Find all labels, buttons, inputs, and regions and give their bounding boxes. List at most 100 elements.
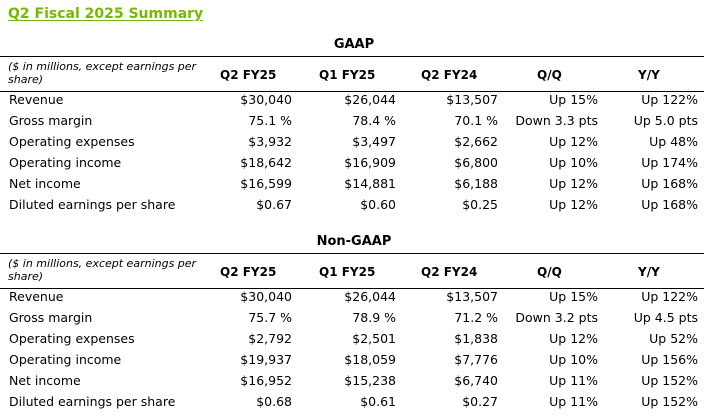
cell-value: $0.25 bbox=[462, 197, 498, 212]
column-header: Q1 FY25 bbox=[319, 68, 376, 82]
cell-value: $3,932 bbox=[248, 134, 292, 149]
cell-value: $14,881 bbox=[344, 176, 396, 191]
cell-value: Up 12% bbox=[549, 134, 598, 149]
column-header: Q1 FY25 bbox=[319, 265, 376, 279]
column-header: Q2 FY24 bbox=[421, 68, 478, 82]
row-label: Diluted earnings per share bbox=[9, 197, 176, 212]
cell-value: Up 12% bbox=[549, 197, 598, 212]
cell-value: $2,792 bbox=[248, 331, 292, 346]
cell-value: Up 122% bbox=[641, 289, 698, 304]
table-row: Operating expenses $2,792 $2,501 $1,838 … bbox=[0, 328, 704, 349]
cell-value: $2,501 bbox=[352, 331, 396, 346]
cell-value: Up 12% bbox=[549, 176, 598, 191]
column-header: Q2 FY25 bbox=[220, 265, 277, 279]
row-label: Revenue bbox=[9, 289, 64, 304]
cell-value: Up 12% bbox=[549, 331, 598, 346]
cell-value: $16,599 bbox=[240, 176, 292, 191]
cell-value: $26,044 bbox=[344, 92, 396, 107]
cell-value: $16,909 bbox=[344, 155, 396, 170]
table-row: Gross margin 75.7 % 78.9 % 71.2 % Down 3… bbox=[0, 307, 704, 328]
cell-value: $18,642 bbox=[240, 155, 292, 170]
cell-value: $16,952 bbox=[240, 373, 292, 388]
cell-value: 75.1 % bbox=[248, 113, 292, 128]
column-header: Y/Y bbox=[638, 68, 660, 82]
cell-value: $13,507 bbox=[446, 289, 498, 304]
cell-value: Up 174% bbox=[641, 155, 698, 170]
row-label: Revenue bbox=[9, 92, 64, 107]
units-note: ($ in millions, except earnings per shar… bbox=[8, 257, 197, 283]
cell-value: Up 48% bbox=[649, 134, 698, 149]
table-row: Net income $16,952 $15,238 $6,740 Up 11%… bbox=[0, 370, 704, 391]
cell-value: $7,776 bbox=[454, 352, 498, 367]
cell-value: $18,059 bbox=[344, 352, 396, 367]
cell-value: Up 122% bbox=[641, 92, 698, 107]
table-row: Net income $16,599 $14,881 $6,188 Up 12%… bbox=[0, 173, 704, 194]
row-label: Diluted earnings per share bbox=[9, 394, 176, 409]
cell-value: Down 3.3 pts bbox=[515, 113, 598, 128]
table-row: Revenue $30,040 $26,044 $13,507 Up 15% U… bbox=[0, 89, 704, 110]
cell-value: Up 156% bbox=[641, 352, 698, 367]
cell-value: Up 168% bbox=[641, 197, 698, 212]
cell-value: Up 10% bbox=[549, 352, 598, 367]
cell-value: $0.67 bbox=[256, 197, 292, 212]
row-label: Operating income bbox=[9, 155, 122, 170]
cell-value: Up 4.5 pts bbox=[633, 310, 698, 325]
cell-value: $0.68 bbox=[256, 394, 292, 409]
cell-value: 75.7 % bbox=[248, 310, 292, 325]
cell-value: Up 5.0 pts bbox=[633, 113, 698, 128]
column-header: Q/Q bbox=[537, 68, 562, 82]
column-header: Q/Q bbox=[537, 265, 562, 279]
cell-value: Up 15% bbox=[549, 92, 598, 107]
column-header: Q2 FY24 bbox=[421, 265, 478, 279]
cell-value: 71.2 % bbox=[454, 310, 498, 325]
page-title: Q2 Fiscal 2025 Summary bbox=[8, 6, 204, 22]
cell-value: 78.4 % bbox=[352, 113, 396, 128]
row-label: Net income bbox=[9, 176, 81, 191]
cell-value: Up 152% bbox=[641, 394, 698, 409]
column-header: Q2 FY25 bbox=[220, 68, 277, 82]
row-label: Operating expenses bbox=[9, 331, 135, 346]
cell-value: $30,040 bbox=[240, 92, 292, 107]
table-header: ($ in millions, except earnings per shar… bbox=[0, 56, 704, 92]
table-row: Diluted earnings per share $0.67 $0.60 $… bbox=[0, 194, 704, 215]
table-row: Gross margin 75.1 % 78.4 % 70.1 % Down 3… bbox=[0, 110, 704, 131]
column-header: Y/Y bbox=[638, 265, 660, 279]
cell-value: Up 152% bbox=[641, 373, 698, 388]
cell-value: Up 11% bbox=[549, 394, 598, 409]
cell-value: Up 11% bbox=[549, 373, 598, 388]
table-header: ($ in millions, except earnings per shar… bbox=[0, 253, 704, 289]
row-label: Operating income bbox=[9, 352, 122, 367]
section-title: GAAP bbox=[333, 37, 375, 52]
cell-value: Up 168% bbox=[641, 176, 698, 191]
cell-value: $0.61 bbox=[360, 394, 396, 409]
table-row: Operating income $19,937 $18,059 $7,776 … bbox=[0, 349, 704, 370]
row-label: Operating expenses bbox=[9, 134, 135, 149]
row-label: Gross margin bbox=[9, 310, 93, 325]
cell-value: $6,740 bbox=[454, 373, 498, 388]
units-note: ($ in millions, except earnings per shar… bbox=[8, 60, 197, 86]
section-title: Non-GAAP bbox=[316, 234, 392, 249]
row-label: Net income bbox=[9, 373, 81, 388]
cell-value: $15,238 bbox=[344, 373, 396, 388]
table-row: Revenue $30,040 $26,044 $13,507 Up 15% U… bbox=[0, 286, 704, 307]
cell-value: Up 52% bbox=[649, 331, 698, 346]
row-label: Gross margin bbox=[9, 113, 93, 128]
cell-value: $6,188 bbox=[454, 176, 498, 191]
cell-value: $0.27 bbox=[462, 394, 498, 409]
cell-value: $13,507 bbox=[446, 92, 498, 107]
table-row: Operating income $18,642 $16,909 $6,800 … bbox=[0, 152, 704, 173]
cell-value: $26,044 bbox=[344, 289, 396, 304]
cell-value: $30,040 bbox=[240, 289, 292, 304]
table-row: Diluted earnings per share $0.68 $0.61 $… bbox=[0, 391, 704, 412]
cell-value: $1,838 bbox=[454, 331, 498, 346]
cell-value: 78.9 % bbox=[352, 310, 396, 325]
cell-value: $2,662 bbox=[454, 134, 498, 149]
cell-value: $3,497 bbox=[352, 134, 396, 149]
cell-value: Up 10% bbox=[549, 155, 598, 170]
cell-value: $19,937 bbox=[240, 352, 292, 367]
cell-value: 70.1 % bbox=[454, 113, 498, 128]
table-row: Operating expenses $3,932 $3,497 $2,662 … bbox=[0, 131, 704, 152]
cell-value: $0.60 bbox=[360, 197, 396, 212]
cell-value: $6,800 bbox=[454, 155, 498, 170]
cell-value: Down 3.2 pts bbox=[515, 310, 598, 325]
